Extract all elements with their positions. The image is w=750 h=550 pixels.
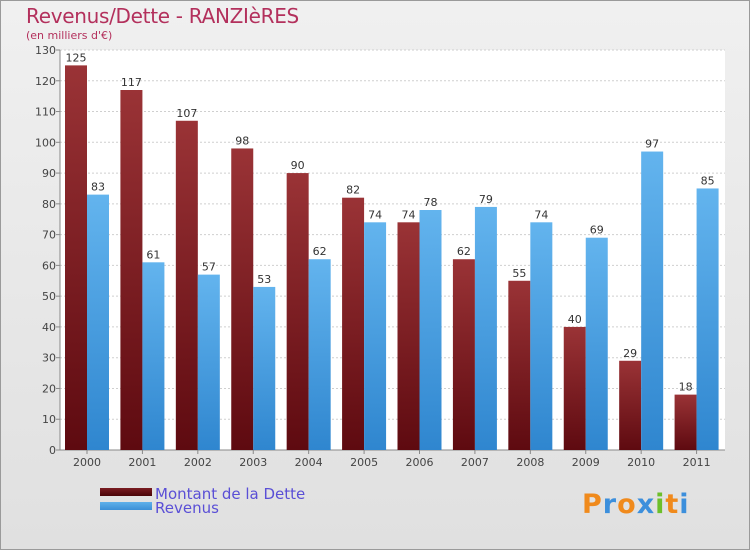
legend-swatch-debt <box>100 488 152 496</box>
value-label-debt: 18 <box>679 381 693 394</box>
plot-area <box>60 50 725 450</box>
legend-label-revenus: Revenus <box>155 499 219 517</box>
value-label-debt: 125 <box>66 51 87 64</box>
value-label-debt: 29 <box>623 347 637 360</box>
bar-revenus <box>253 286 276 450</box>
y-tick-label: 40 <box>42 321 56 334</box>
y-tick-label: 30 <box>42 352 56 365</box>
bar-revenus <box>87 194 109 450</box>
x-tick-label: 2004 <box>295 456 323 469</box>
bar-debt <box>674 394 697 450</box>
logo-letter: t <box>665 489 680 520</box>
y-tick-label: 10 <box>42 413 56 426</box>
bar-revenus <box>419 210 442 450</box>
value-label-revenus: 74 <box>534 208 548 221</box>
value-label-debt: 62 <box>457 245 471 258</box>
x-tick-label: 2005 <box>350 456 378 469</box>
value-label-revenus: 74 <box>368 208 382 221</box>
bar-revenus <box>308 259 331 450</box>
value-label-revenus: 61 <box>146 248 160 261</box>
y-tick-label: 100 <box>35 136 56 149</box>
bar-debt <box>286 173 309 451</box>
y-tick-label: 110 <box>35 106 56 119</box>
y-tick-label: 0 <box>49 444 56 457</box>
value-label-revenus: 85 <box>701 174 715 187</box>
y-tick-label: 80 <box>42 198 56 211</box>
bar-debt <box>619 360 642 450</box>
value-label-revenus: 53 <box>257 273 271 286</box>
x-tick-label: 2011 <box>683 456 711 469</box>
x-tick-label: 2007 <box>461 456 489 469</box>
value-label-revenus: 83 <box>91 181 105 194</box>
value-label-revenus: 79 <box>479 193 493 206</box>
value-label-debt: 98 <box>235 134 249 147</box>
legend-label-debt: Montant de la Dette <box>155 485 306 503</box>
bar-debt <box>508 280 531 450</box>
y-tick-label: 90 <box>42 167 56 180</box>
x-tick-label: 2006 <box>406 456 434 469</box>
value-label-debt: 90 <box>291 159 305 172</box>
value-label-debt: 55 <box>512 267 526 280</box>
x-tick-label: 2008 <box>516 456 544 469</box>
x-tick-label: 2009 <box>572 456 600 469</box>
logo-letter: o <box>617 489 637 520</box>
y-tick-label: 120 <box>35 75 56 88</box>
x-tick-label: 2003 <box>239 456 267 469</box>
bar-debt <box>175 120 198 451</box>
bar-revenus <box>197 274 220 450</box>
bar-revenus <box>474 206 497 450</box>
bar-revenus <box>142 262 165 450</box>
value-label-debt: 117 <box>121 76 142 89</box>
chart-title: Revenus/Dette - RANZIèRES <box>26 4 299 28</box>
bar-revenus <box>641 151 664 451</box>
bar-revenus <box>364 222 387 450</box>
y-tick-label: 130 <box>35 44 56 57</box>
value-label-revenus: 57 <box>202 261 216 274</box>
value-label-debt: 82 <box>346 184 360 197</box>
x-tick-label: 2001 <box>128 456 156 469</box>
bar-debt <box>452 259 475 450</box>
value-label-revenus: 62 <box>313 245 327 258</box>
y-tick-label: 50 <box>42 290 56 303</box>
value-label-revenus: 78 <box>424 196 438 209</box>
y-tick-label: 70 <box>42 229 56 242</box>
y-tick-label: 20 <box>42 382 56 395</box>
bar-revenus <box>696 188 719 450</box>
logo-letter: i <box>679 489 690 520</box>
value-label-debt: 40 <box>568 313 582 326</box>
y-tick-label: 60 <box>42 259 56 272</box>
logo-letter: i <box>655 489 666 520</box>
value-label-debt: 107 <box>176 107 197 120</box>
legend-swatch-revenus <box>100 502 152 510</box>
x-tick-label: 2000 <box>73 456 101 469</box>
chart-subtitle: (en milliers d'€) <box>26 29 113 42</box>
value-label-revenus: 69 <box>590 224 604 237</box>
bar-revenus <box>530 222 553 450</box>
bar-debt <box>397 222 420 450</box>
logo-letter: x <box>636 489 656 520</box>
logo-letter: P <box>582 489 603 520</box>
x-tick-label: 2002 <box>184 456 212 469</box>
value-label-revenus: 97 <box>645 138 659 151</box>
bar-revenus <box>585 237 608 450</box>
value-label-debt: 74 <box>402 208 416 221</box>
bar-debt <box>342 197 365 450</box>
bar-debt <box>65 65 87 450</box>
proxiti-logo: Proxiti <box>582 489 690 520</box>
bar-debt <box>563 326 586 450</box>
logo-letter: r <box>602 489 618 520</box>
x-tick-label: 2010 <box>627 456 655 469</box>
bar-debt <box>231 148 254 450</box>
bar-debt <box>120 90 143 450</box>
